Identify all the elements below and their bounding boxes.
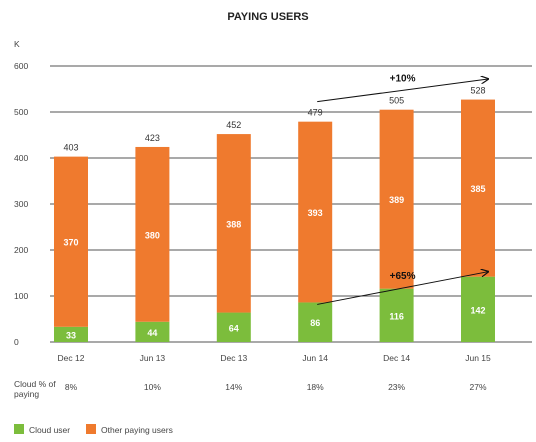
x-tick-label: Dec 12: [58, 353, 85, 363]
total-value-label: 423: [145, 133, 160, 143]
y-unit-label: K: [14, 39, 20, 49]
cloud-percent-value: 18%: [307, 382, 324, 392]
y-tick-label: 100: [14, 291, 28, 301]
gridlines: [50, 65, 532, 343]
cloud-user-value-label: 116: [389, 311, 404, 321]
growth-label: +10%: [390, 73, 416, 84]
other-users-value-label: 388: [226, 219, 241, 229]
bar-other-paying-users: [216, 134, 251, 313]
x-tick-label: Jun 13: [140, 353, 166, 363]
cloud-percent-value: 14%: [225, 382, 242, 392]
cloud-percent-value: 10%: [144, 382, 161, 392]
bar-cloud-user: [216, 312, 251, 342]
legend-swatch: [86, 424, 96, 434]
y-tick-label: 500: [14, 107, 28, 117]
x-axis-ticks: Dec 12 Jun 13 Dec 13 Jun 14 Dec 14 Jun 15: [58, 353, 491, 363]
cloud-user-value-label: 86: [310, 318, 320, 328]
growth-label: +65%: [390, 271, 416, 282]
x-tick-label: Jun 14: [302, 353, 328, 363]
bar-labels: 33 370 403 44 380 423 64 388 452 86 393 479 116 389 50…: [63, 86, 485, 341]
x-tick-label: Jun 15: [465, 353, 491, 363]
y-tick-label: 400: [14, 153, 28, 163]
bar-cloud-user: [54, 326, 88, 342]
cloud-percent-value: 27%: [469, 382, 486, 392]
legend-label: Other paying users: [101, 425, 173, 435]
legend-label: Cloud user: [29, 425, 70, 435]
bar-cloud-user: [379, 288, 414, 342]
bar-other-paying-users: [298, 121, 333, 303]
total-value-label: 528: [470, 86, 485, 96]
bar-other-paying-users: [135, 146, 170, 322]
total-value-label: 479: [308, 108, 323, 118]
chart-title: PAYING USERS: [227, 11, 308, 23]
other-users-value-label: 393: [308, 208, 323, 218]
x-tick-label: Dec 13: [220, 353, 247, 363]
y-tick-label: 200: [14, 245, 28, 255]
bar-cloud-user: [298, 302, 333, 342]
bar-other-paying-users: [54, 156, 88, 327]
y-tick-label: 300: [14, 199, 28, 209]
total-value-label: 505: [389, 96, 404, 106]
y-axis-ticks: 0 100 200 300 400 500 600: [14, 61, 28, 347]
bars: [54, 99, 495, 342]
bar-other-paying-users: [379, 109, 414, 289]
other-users-value-label: 370: [63, 238, 78, 248]
growth-arrow: [317, 272, 488, 305]
x-tick-label: Dec 14: [383, 353, 410, 363]
growth-annotations: +10% +65%: [317, 73, 488, 305]
y-tick-label: 600: [14, 61, 28, 71]
bar-cloud-user: [135, 321, 170, 342]
growth-arrow: [317, 79, 488, 103]
bar-other-paying-users: [461, 99, 495, 277]
legend: Cloud user Other paying users: [14, 424, 173, 435]
cloud-percent-value: 23%: [388, 382, 405, 392]
other-users-value-label: 385: [470, 184, 485, 194]
cloud-user-value-label: 142: [470, 305, 485, 315]
total-value-label: 403: [63, 143, 78, 153]
bar-cloud-user: [461, 276, 495, 342]
cloud-percent-row-label: Cloud % of paying: [14, 379, 58, 399]
cloud-percent-row: 8% 10% 14% 18% 23% 27%: [65, 382, 487, 392]
cloud-user-value-label: 64: [229, 323, 239, 333]
cloud-percent-value: 8%: [65, 382, 78, 392]
cloud-user-value-label: 33: [66, 330, 76, 340]
y-tick-label: 0: [14, 337, 19, 347]
other-users-value-label: 389: [389, 195, 404, 205]
legend-swatch: [14, 424, 24, 434]
cloud-user-value-label: 44: [147, 328, 157, 338]
other-users-value-label: 380: [145, 230, 160, 240]
total-value-label: 452: [226, 120, 241, 130]
